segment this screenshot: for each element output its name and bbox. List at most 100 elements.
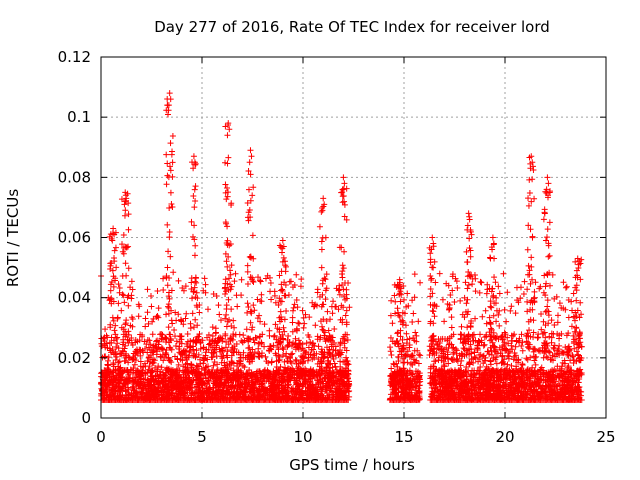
scatter-point bbox=[174, 356, 181, 363]
scatter-point bbox=[495, 283, 502, 290]
scatter-point bbox=[168, 317, 175, 324]
scatter-point bbox=[217, 334, 224, 341]
scatter-point bbox=[279, 351, 286, 358]
scatter-point bbox=[257, 277, 264, 284]
scatter-point bbox=[144, 286, 151, 293]
scatter-point bbox=[388, 297, 395, 304]
scatter-point bbox=[197, 345, 204, 352]
scatter-point bbox=[394, 330, 401, 337]
scatter-point bbox=[465, 282, 472, 289]
scatter-point bbox=[293, 271, 300, 278]
scatter-point bbox=[321, 332, 328, 339]
scatter-point bbox=[292, 335, 299, 342]
scatter-point bbox=[479, 313, 486, 320]
scatter-point bbox=[570, 290, 577, 297]
scatter-point bbox=[300, 324, 307, 331]
scatter-point bbox=[436, 270, 443, 277]
scatter-point bbox=[257, 278, 264, 285]
scatter-point bbox=[125, 302, 132, 309]
scatter-point bbox=[116, 358, 123, 365]
scatter-point bbox=[409, 319, 416, 326]
scatter-point bbox=[431, 358, 438, 365]
scatter-point bbox=[285, 291, 292, 298]
scatter-point bbox=[281, 358, 288, 365]
scatter-point bbox=[210, 291, 217, 298]
scatter-point bbox=[225, 296, 232, 303]
scatter-point bbox=[302, 311, 309, 318]
scatter-point bbox=[177, 333, 184, 340]
scatter-point bbox=[323, 317, 330, 324]
scatter-point bbox=[573, 348, 580, 355]
scatter-point bbox=[270, 333, 277, 340]
scatter-point bbox=[173, 338, 180, 345]
scatter-point bbox=[294, 304, 301, 311]
scatter-point bbox=[512, 310, 519, 317]
scatter-point bbox=[188, 361, 195, 368]
scatter-point bbox=[273, 352, 280, 359]
scatter-point bbox=[482, 307, 489, 314]
scatter-point bbox=[309, 299, 316, 306]
scatter-point bbox=[524, 308, 531, 315]
scatter-point bbox=[415, 318, 422, 325]
scatter-point bbox=[237, 380, 244, 387]
scatter-point bbox=[404, 290, 411, 297]
scatter-point bbox=[532, 354, 539, 361]
scatter-point bbox=[224, 348, 231, 355]
scatter-point bbox=[98, 343, 105, 350]
scatter-point bbox=[238, 292, 245, 299]
scatter-point bbox=[524, 286, 531, 293]
scatter-point bbox=[150, 315, 157, 322]
scatter-point bbox=[280, 324, 287, 331]
scatter-point bbox=[279, 345, 286, 352]
scatter-point bbox=[266, 332, 273, 339]
scatter-point bbox=[457, 297, 464, 304]
scatter-point bbox=[441, 318, 448, 325]
grid-layer bbox=[101, 57, 606, 418]
scatter-point bbox=[223, 311, 230, 318]
scatter-point bbox=[448, 324, 455, 331]
scatter-point bbox=[403, 330, 410, 337]
scatter-point bbox=[325, 327, 332, 334]
scatter-point bbox=[411, 271, 418, 278]
scatter-point bbox=[292, 356, 299, 363]
scatter-point bbox=[175, 311, 182, 318]
points-layer bbox=[98, 90, 585, 403]
scatter-point bbox=[128, 278, 135, 285]
scatter-point bbox=[238, 337, 245, 344]
scatter-point bbox=[289, 314, 296, 321]
scatter-point bbox=[554, 312, 561, 319]
scatter-point bbox=[439, 296, 446, 303]
scatter-point bbox=[202, 281, 209, 288]
scatter-point bbox=[289, 307, 296, 314]
scatter-point bbox=[496, 290, 503, 297]
scatter-point bbox=[210, 362, 217, 369]
scatter-point bbox=[451, 299, 458, 306]
scatter-point bbox=[182, 283, 189, 290]
scatter-point bbox=[503, 318, 510, 325]
scatter-point bbox=[192, 278, 199, 285]
scatter-point bbox=[102, 326, 109, 333]
scatter-point bbox=[285, 333, 292, 340]
scatter-point bbox=[128, 295, 135, 302]
scatter-point bbox=[147, 293, 154, 300]
scatter-point bbox=[315, 343, 322, 350]
scatter-point bbox=[344, 337, 351, 344]
scatter-point bbox=[243, 326, 250, 333]
scatter-point bbox=[258, 291, 265, 298]
scatter-point bbox=[163, 311, 170, 318]
scatter-point bbox=[175, 277, 182, 284]
scatter-point bbox=[401, 359, 408, 366]
scatter-point bbox=[290, 304, 297, 311]
scatter-point bbox=[337, 339, 344, 346]
scatter-point bbox=[501, 306, 508, 313]
scatter-point bbox=[225, 287, 232, 294]
scatter-point bbox=[139, 333, 146, 340]
scatter-point bbox=[211, 346, 218, 353]
scatter-point bbox=[388, 351, 395, 358]
scatter-point bbox=[274, 343, 281, 350]
scatter-point bbox=[410, 310, 417, 317]
scatter-point bbox=[267, 280, 274, 287]
scatter-point bbox=[312, 322, 319, 329]
scatter-point bbox=[387, 344, 394, 351]
